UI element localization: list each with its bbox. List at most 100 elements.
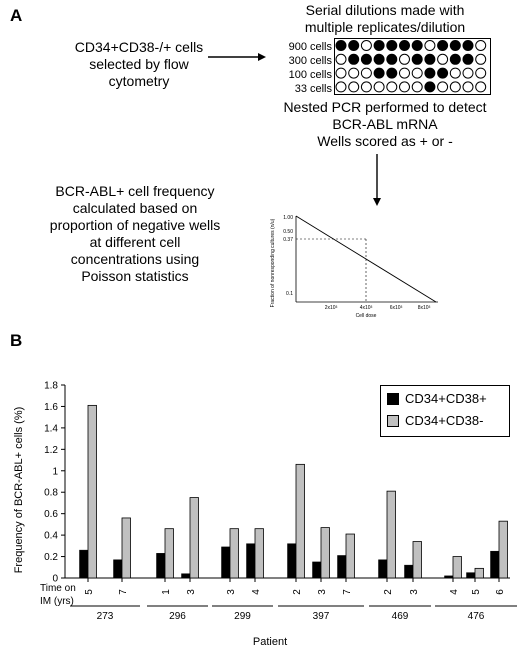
bar-cd38neg xyxy=(412,541,422,579)
patient-label: 476 xyxy=(468,611,485,622)
patient-label: 273 xyxy=(97,611,114,622)
well-positive xyxy=(348,53,360,65)
well-negative xyxy=(475,53,487,65)
well-positive xyxy=(348,40,360,51)
mini-plot-xtick: 4x10³ xyxy=(360,305,373,311)
plate-row-labels: 900 cells 300 cells 100 cells 33 cells xyxy=(266,40,332,96)
y-tick-label: 0.2 xyxy=(44,552,58,563)
patient-label: 397 xyxy=(313,611,330,622)
mini-plot-ytick: 0.37 xyxy=(283,237,293,243)
well-negative xyxy=(437,53,449,65)
well-positive xyxy=(449,53,461,65)
well-positive xyxy=(373,40,385,51)
arrow-to-plate-head xyxy=(258,53,266,61)
selection-line: selected by flow xyxy=(89,56,189,72)
well-positive xyxy=(424,53,436,65)
y-tick-label: 0.6 xyxy=(44,509,58,520)
well-negative xyxy=(335,67,347,79)
pcr-line: Nested PCR performed to detect xyxy=(283,99,487,115)
bar-cd38pos xyxy=(287,543,297,579)
well-positive xyxy=(386,67,398,79)
plate-row-label: 33 cells xyxy=(294,83,332,95)
time-tick-label: 2 xyxy=(292,589,303,595)
well-positive xyxy=(373,53,385,65)
well-positive xyxy=(411,40,423,51)
well-positive xyxy=(386,40,398,51)
bar-cd38neg xyxy=(254,528,264,579)
well-negative xyxy=(335,53,347,65)
well-negative xyxy=(462,81,474,93)
well-positive xyxy=(449,40,461,51)
mini-plot-ytick: 0.50 xyxy=(283,229,293,235)
legend-label-cd38pos: CD34+CD38+ xyxy=(405,391,487,406)
bar-cd38neg xyxy=(87,404,97,579)
panel-b-letter: B xyxy=(10,331,23,350)
well-negative xyxy=(437,81,449,93)
bar-cd38pos xyxy=(337,555,347,579)
well-positive xyxy=(437,40,449,51)
well-negative xyxy=(449,67,461,79)
time-tick-label: 4 xyxy=(251,589,262,595)
well-plate xyxy=(334,38,491,95)
well-negative xyxy=(360,67,372,79)
y-tick-label: 1.8 xyxy=(44,381,58,392)
bar-cd38neg xyxy=(164,528,174,579)
plate-row-label: 300 cells xyxy=(288,55,332,67)
mini-plot-xlabel: Cell dose xyxy=(356,313,377,319)
well-negative xyxy=(475,67,487,79)
well-negative xyxy=(360,81,372,93)
frequency-line: calculated based on xyxy=(72,200,198,216)
well-positive xyxy=(411,53,423,65)
well-negative xyxy=(475,40,487,51)
well-negative xyxy=(475,81,487,93)
arrow-to-plot-head xyxy=(373,198,381,206)
well-negative xyxy=(348,81,360,93)
well-negative xyxy=(462,67,474,79)
mini-plot-ylabel: Fraction of nonresponding cultures (n/u) xyxy=(270,218,276,307)
well-negative xyxy=(386,81,398,93)
limiting-dilution-plot: Fraction of nonresponding cultures (n/u)… xyxy=(270,215,438,319)
selection-line: CD34+CD38-/+ cells xyxy=(74,39,204,55)
frequency-line: proportion of negative wells xyxy=(49,217,221,233)
mini-plot-xtick: 2x10³ xyxy=(325,305,338,311)
bar-cd38neg xyxy=(189,497,199,579)
well-negative xyxy=(411,81,423,93)
chart-legend: CD34+CD38+ CD34+CD38- xyxy=(380,385,510,437)
legend-swatch-cd38neg xyxy=(387,415,399,427)
legend-label-cd38neg: CD34+CD38- xyxy=(405,413,484,428)
time-tick-label: 5 xyxy=(471,589,482,595)
selection-line: cytometry xyxy=(108,73,170,89)
time-tick-label: 3 xyxy=(409,589,420,595)
bar-cd38pos xyxy=(312,561,322,579)
bar-cd38neg xyxy=(452,556,462,579)
bar-cd38pos xyxy=(246,543,256,579)
frequency-line: Poisson statistics xyxy=(81,268,189,284)
time-label-line1: Time on xyxy=(40,583,76,594)
bar-cd38pos xyxy=(378,559,388,579)
mini-plot-xtick: 8x10³ xyxy=(418,305,431,311)
y-tick-label: 0.8 xyxy=(44,488,58,499)
y-tick-label: 0.4 xyxy=(44,531,58,542)
well-positive xyxy=(360,53,372,65)
pcr-line: BCR-ABL mRNA xyxy=(332,116,438,132)
bar-cd38neg xyxy=(229,528,239,579)
bar-cd38neg xyxy=(498,520,508,579)
frequency-line: BCR-ABL+ cell frequency xyxy=(55,183,215,199)
y-tick-label: 1 xyxy=(52,466,58,477)
bar-cd38pos xyxy=(490,550,500,579)
well-positive xyxy=(462,40,474,51)
well-positive xyxy=(462,53,474,65)
legend-swatch-cd38pos xyxy=(387,393,399,405)
frequency-text: BCR-ABL+ cell frequency calculated based… xyxy=(20,183,250,285)
bar-cd38neg xyxy=(386,490,396,579)
well-negative xyxy=(399,67,410,79)
well-positive xyxy=(399,40,410,51)
patient-label: 469 xyxy=(392,611,409,622)
well-positive xyxy=(386,53,398,65)
bar-chart: Frequency of BCR-ABL+ cells (%) Time on … xyxy=(13,381,517,648)
well-positive xyxy=(424,67,436,79)
well-negative xyxy=(348,67,360,79)
time-tick-label: 7 xyxy=(342,589,353,595)
well-negative xyxy=(360,40,372,51)
